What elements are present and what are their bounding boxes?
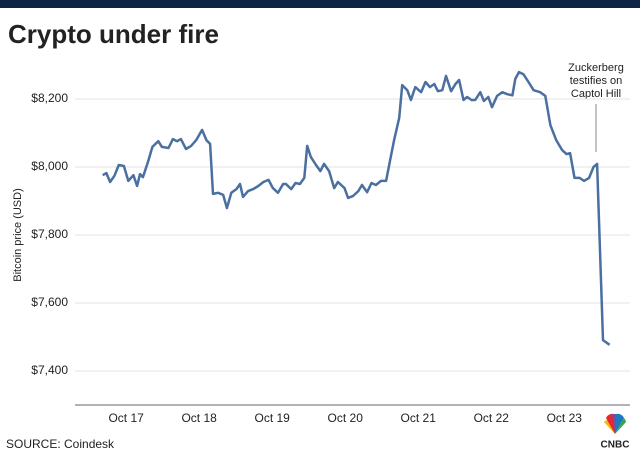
logo-text: CNBC [601,440,630,451]
y-tick-label: $8,200 [31,91,68,105]
y-tick-label: $7,800 [31,227,68,241]
x-tick-label: Oct 23 [547,411,583,425]
annotation: Captol Hill [571,88,621,100]
chart-title: Crypto under fire [8,19,219,49]
annotation: testifies on [570,75,623,87]
x-tick-label: Oct 20 [328,411,364,425]
x-tick-label: Oct 21 [401,411,437,425]
x-tick-label: Oct 22 [474,411,510,425]
y-axis-label: Bitcoin price (USD) [12,188,24,282]
logo: CNBC [601,413,630,451]
y-tick-label: $7,400 [31,363,68,377]
x-tick-label: Oct 17 [108,411,144,425]
x-tick-label: Oct 18 [181,411,217,425]
price-line [102,70,611,346]
y-tick-label: $7,600 [31,295,68,309]
y-tick-label: $8,000 [31,159,68,173]
source: SOURCE: Coindesk [6,437,115,451]
x-tick-label: Oct 19 [254,411,290,425]
top-bar [0,0,640,8]
annotation: Zuckerberg [568,62,624,74]
